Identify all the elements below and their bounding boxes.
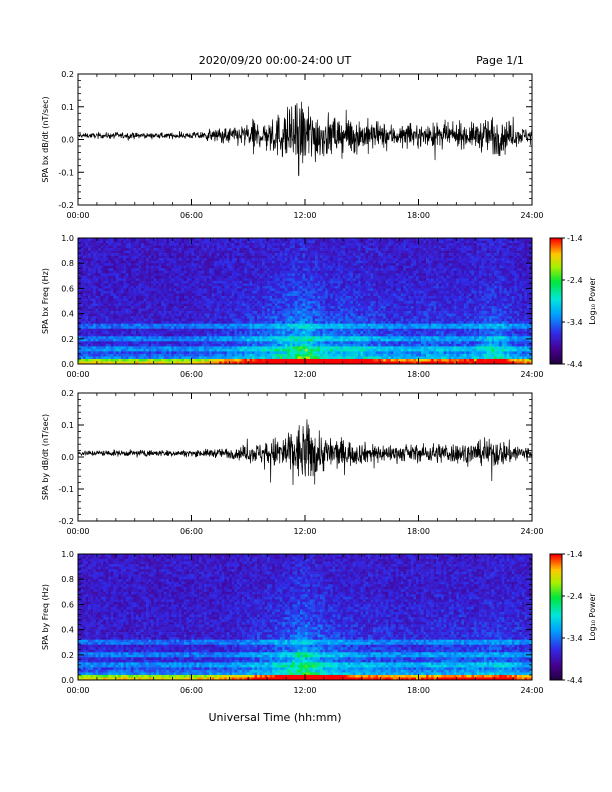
colorbar-frame (549, 237, 563, 365)
y-tick-label: 0.2 (61, 651, 74, 660)
colorbar-tick-label: -3.4 (567, 634, 583, 643)
y-tick-label: -0.1 (58, 485, 74, 494)
x-tick-label: 12:00 (293, 527, 316, 536)
colorbar-tick-label: -2.4 (567, 276, 583, 285)
x-tick-label: 00:00 (66, 370, 89, 379)
spectrogram-cells (78, 554, 533, 681)
y-tick-label: 0.2 (61, 70, 74, 79)
x-tick-label: 00:00 (66, 686, 89, 695)
x-tick-label: 24:00 (520, 527, 543, 536)
panel-4: -1.4 -2.4 -3.4 -4.4 Log₁₀ Power 00:00 06:00 12:… (41, 550, 597, 695)
y-tick-label: 0.0 (61, 676, 74, 685)
y-tick-label: 0.1 (61, 103, 74, 112)
colorbar-label: Log₁₀ Power (588, 593, 597, 641)
y-tick-label: 0.4 (61, 310, 74, 319)
series-line (78, 419, 532, 485)
y-axis-label: SPA by Freq (Hz) (41, 584, 50, 650)
page-indicator: Page 1/1 (476, 54, 524, 67)
x-tick-label: 06:00 (180, 686, 203, 695)
x-tick-label: 18:00 (407, 527, 430, 536)
panel-3: 00:00 06:00 12:00 18:00 24:00 0.2 0.1 0.0 -0.1 -0… (41, 389, 544, 536)
y-tick-label: -0.2 (58, 201, 74, 210)
x-tick-label: 18:00 (407, 211, 430, 220)
colorbar-tick-label: -3.4 (567, 318, 583, 327)
y-tick-label: 0.0 (61, 360, 74, 369)
x-tick-label: 24:00 (520, 686, 543, 695)
colorbar-tick-label: -1.4 (567, 550, 583, 559)
y-axis-label: SPA bx dB/dt (nT/sec) (41, 96, 50, 182)
y-tick-label: 1.0 (61, 550, 74, 559)
colorbar-tick-label: -4.4 (567, 676, 583, 685)
series-line (78, 101, 532, 177)
x-tick-label: 24:00 (520, 370, 543, 379)
x-tick-label: 06:00 (180, 370, 203, 379)
y-tick-label: -0.2 (58, 517, 74, 526)
y-tick-label: 0.2 (61, 335, 74, 344)
x-tick-label: 24:00 (520, 211, 543, 220)
y-axis-label: SPA by dB/dt (nT/sec) (41, 414, 50, 500)
y-tick-label: 0.0 (61, 136, 74, 145)
x-tick-label: 12:00 (293, 370, 316, 379)
y-tick-label: 0.8 (61, 575, 74, 584)
y-tick-label: 0.6 (61, 600, 74, 609)
colorbar-tick-label: -4.4 (567, 360, 583, 369)
y-tick-label: 0.0 (61, 453, 74, 462)
panel-2: -1.4 -2.4 -3.4 -4.4 Log₁₀ Power 00:00 06:00 12:… (41, 234, 597, 379)
x-tick-label: 00:00 (66, 211, 89, 220)
spectrogram-cells (78, 238, 533, 365)
colorbar-label: Log₁₀ Power (588, 277, 597, 325)
y-tick-label: -0.1 (58, 168, 74, 177)
x-axis-label: Universal Time (hh:mm) (209, 711, 342, 724)
x-tick-label: 18:00 (407, 686, 430, 695)
y-tick-label: 0.6 (61, 284, 74, 293)
colorbar-tick-label: -2.4 (567, 592, 583, 601)
x-tick-label: 06:00 (180, 527, 203, 536)
x-tick-label: 06:00 (180, 211, 203, 220)
y-tick-label: 0.8 (61, 259, 74, 268)
y-tick-label: 1.0 (61, 234, 74, 243)
x-tick-label: 00:00 (66, 527, 89, 536)
date-range-title: 2020/09/20 00:00-24:00 UT (199, 54, 352, 67)
colorbar: -1.4 -2.4 -3.4 -4.4 Log₁₀ Power (549, 550, 597, 685)
y-tick-label: 0.1 (61, 421, 74, 430)
y-axis-label: SPA bx Freq (Hz) (41, 268, 50, 334)
colorbar-frame (549, 553, 563, 681)
y-tick-label: 0.4 (61, 626, 74, 635)
x-tick-label: 12:00 (293, 686, 316, 695)
colorbar: -1.4 -2.4 -3.4 -4.4 Log₁₀ Power (549, 234, 597, 369)
y-tick-label: 0.2 (61, 389, 74, 398)
panels: 00:00 06:00 12:00 18:00 24:00 0.2 0.1 0.0 -0.1 -0… (41, 70, 597, 695)
x-tick-label: 12:00 (293, 211, 316, 220)
x-tick-label: 18:00 (407, 370, 430, 379)
panel-1: 00:00 06:00 12:00 18:00 24:00 0.2 0.1 0.0 -0.1 -0… (41, 70, 544, 220)
colorbar-tick-label: -1.4 (567, 234, 583, 243)
